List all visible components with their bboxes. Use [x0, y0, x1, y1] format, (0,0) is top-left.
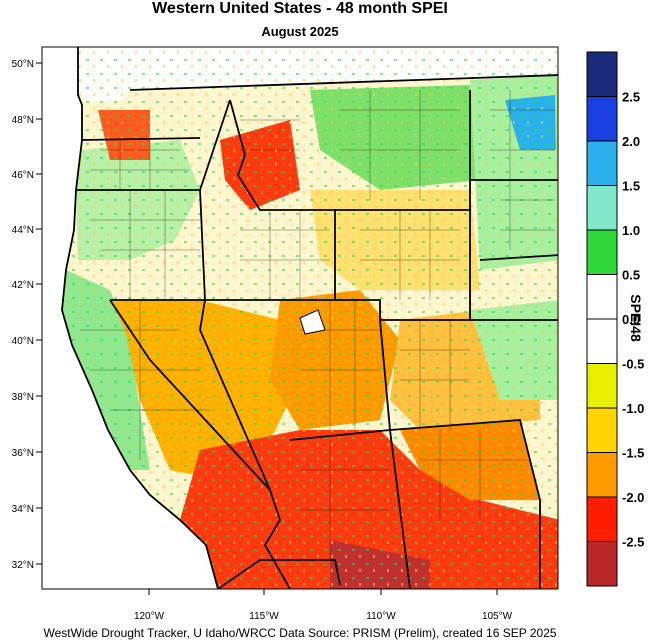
- lat-axis: 50°N 48°N 46°N 44°N 42°N 40°N 38°N 36°N …: [12, 59, 42, 571]
- county-borders: [80, 90, 555, 560]
- svg-text:32°N: 32°N: [12, 560, 34, 571]
- colorbar: 2.5 2.0 1.5 1.0 0.5 0.0 -0.5 -1.0 -1.5 -2.0 -2.5: [586, 51, 644, 587]
- lat-tick: 50°N: [12, 59, 42, 70]
- colorbar-label: 1.5: [622, 179, 640, 194]
- map-body: [42, 47, 558, 589]
- lat-tick: 48°N: [12, 115, 42, 126]
- svg-text:36°N: 36°N: [12, 448, 34, 459]
- lat-tick: 38°N: [12, 392, 42, 403]
- lon-tick: 105°W: [482, 589, 513, 622]
- colorbar-swatch: [586, 274, 618, 320]
- svg-text:110°W: 110°W: [366, 611, 396, 622]
- mexico-border: [217, 559, 341, 589]
- colorbar-swatch: [586, 140, 618, 186]
- svg-text:44°N: 44°N: [12, 225, 34, 236]
- footer-credit: WestWide Drought Tracker, U Idaho/WRCC D…: [43, 626, 557, 640]
- svg-text:46°N: 46°N: [12, 170, 34, 181]
- svg-text:120°W: 120°W: [134, 611, 165, 622]
- lat-tick: 36°N: [12, 448, 42, 459]
- lat-tick: 46°N: [12, 170, 42, 181]
- colorbar-label: 0.0: [622, 312, 640, 327]
- colorbar-swatch: [586, 541, 618, 587]
- colorbar-swatch: [586, 51, 618, 97]
- map-subtitle: August 2025: [261, 24, 339, 39]
- colorbar-label: 1.0: [622, 223, 640, 238]
- lon-tick: 120°W: [134, 589, 165, 622]
- colorbar-swatch: [586, 496, 618, 542]
- svg-text:50°N: 50°N: [12, 59, 34, 70]
- lon-tick: 115°W: [249, 589, 279, 622]
- coastline: [61, 47, 219, 589]
- svg-text:40°N: 40°N: [12, 336, 34, 347]
- lon-tick: 110°W: [366, 589, 396, 622]
- svg-text:38°N: 38°N: [12, 392, 34, 403]
- colorbar-swatch: [586, 96, 618, 142]
- map-title: Western United States - 48 month SPEI: [152, 0, 448, 17]
- svg-text:48°N: 48°N: [12, 115, 34, 126]
- colorbar-label: 2.0: [622, 134, 640, 149]
- colorbar-swatch: [586, 407, 618, 453]
- colorbar-swatch: [586, 185, 618, 231]
- colorbar-label: 0.5: [622, 268, 640, 283]
- lat-tick: 44°N: [12, 225, 42, 236]
- lat-tick: 40°N: [12, 336, 42, 347]
- colorbar-label: -2.0: [622, 490, 644, 505]
- colorbar-title: SPEI48: [628, 294, 644, 342]
- svg-text:105°W: 105°W: [482, 611, 513, 622]
- lat-tick: 34°N: [12, 504, 42, 515]
- colorbar-label: -1.0: [622, 401, 644, 416]
- colorbar-label: 2.5: [622, 90, 640, 105]
- lon-axis: 120°W 115°W 110°W 105°W: [134, 589, 513, 622]
- colorbar-swatch: [586, 229, 618, 275]
- map-frame: [41, 46, 559, 590]
- svg-text:42°N: 42°N: [12, 280, 34, 291]
- colorbar-swatch: [586, 363, 618, 409]
- svg-text:115°W: 115°W: [249, 611, 279, 622]
- svg-text:34°N: 34°N: [12, 504, 34, 515]
- lat-tick: 32°N: [12, 560, 42, 571]
- colorbar-label: -0.5: [622, 357, 644, 372]
- colorbar-swatch: [586, 452, 618, 498]
- lat-tick: 42°N: [12, 280, 42, 291]
- colorbar-swatch: [586, 318, 618, 364]
- colorbar-label: -1.5: [622, 446, 644, 461]
- colorbar-label: -2.5: [622, 535, 644, 550]
- ocean: [42, 47, 218, 589]
- great-salt-lake: [299, 309, 326, 335]
